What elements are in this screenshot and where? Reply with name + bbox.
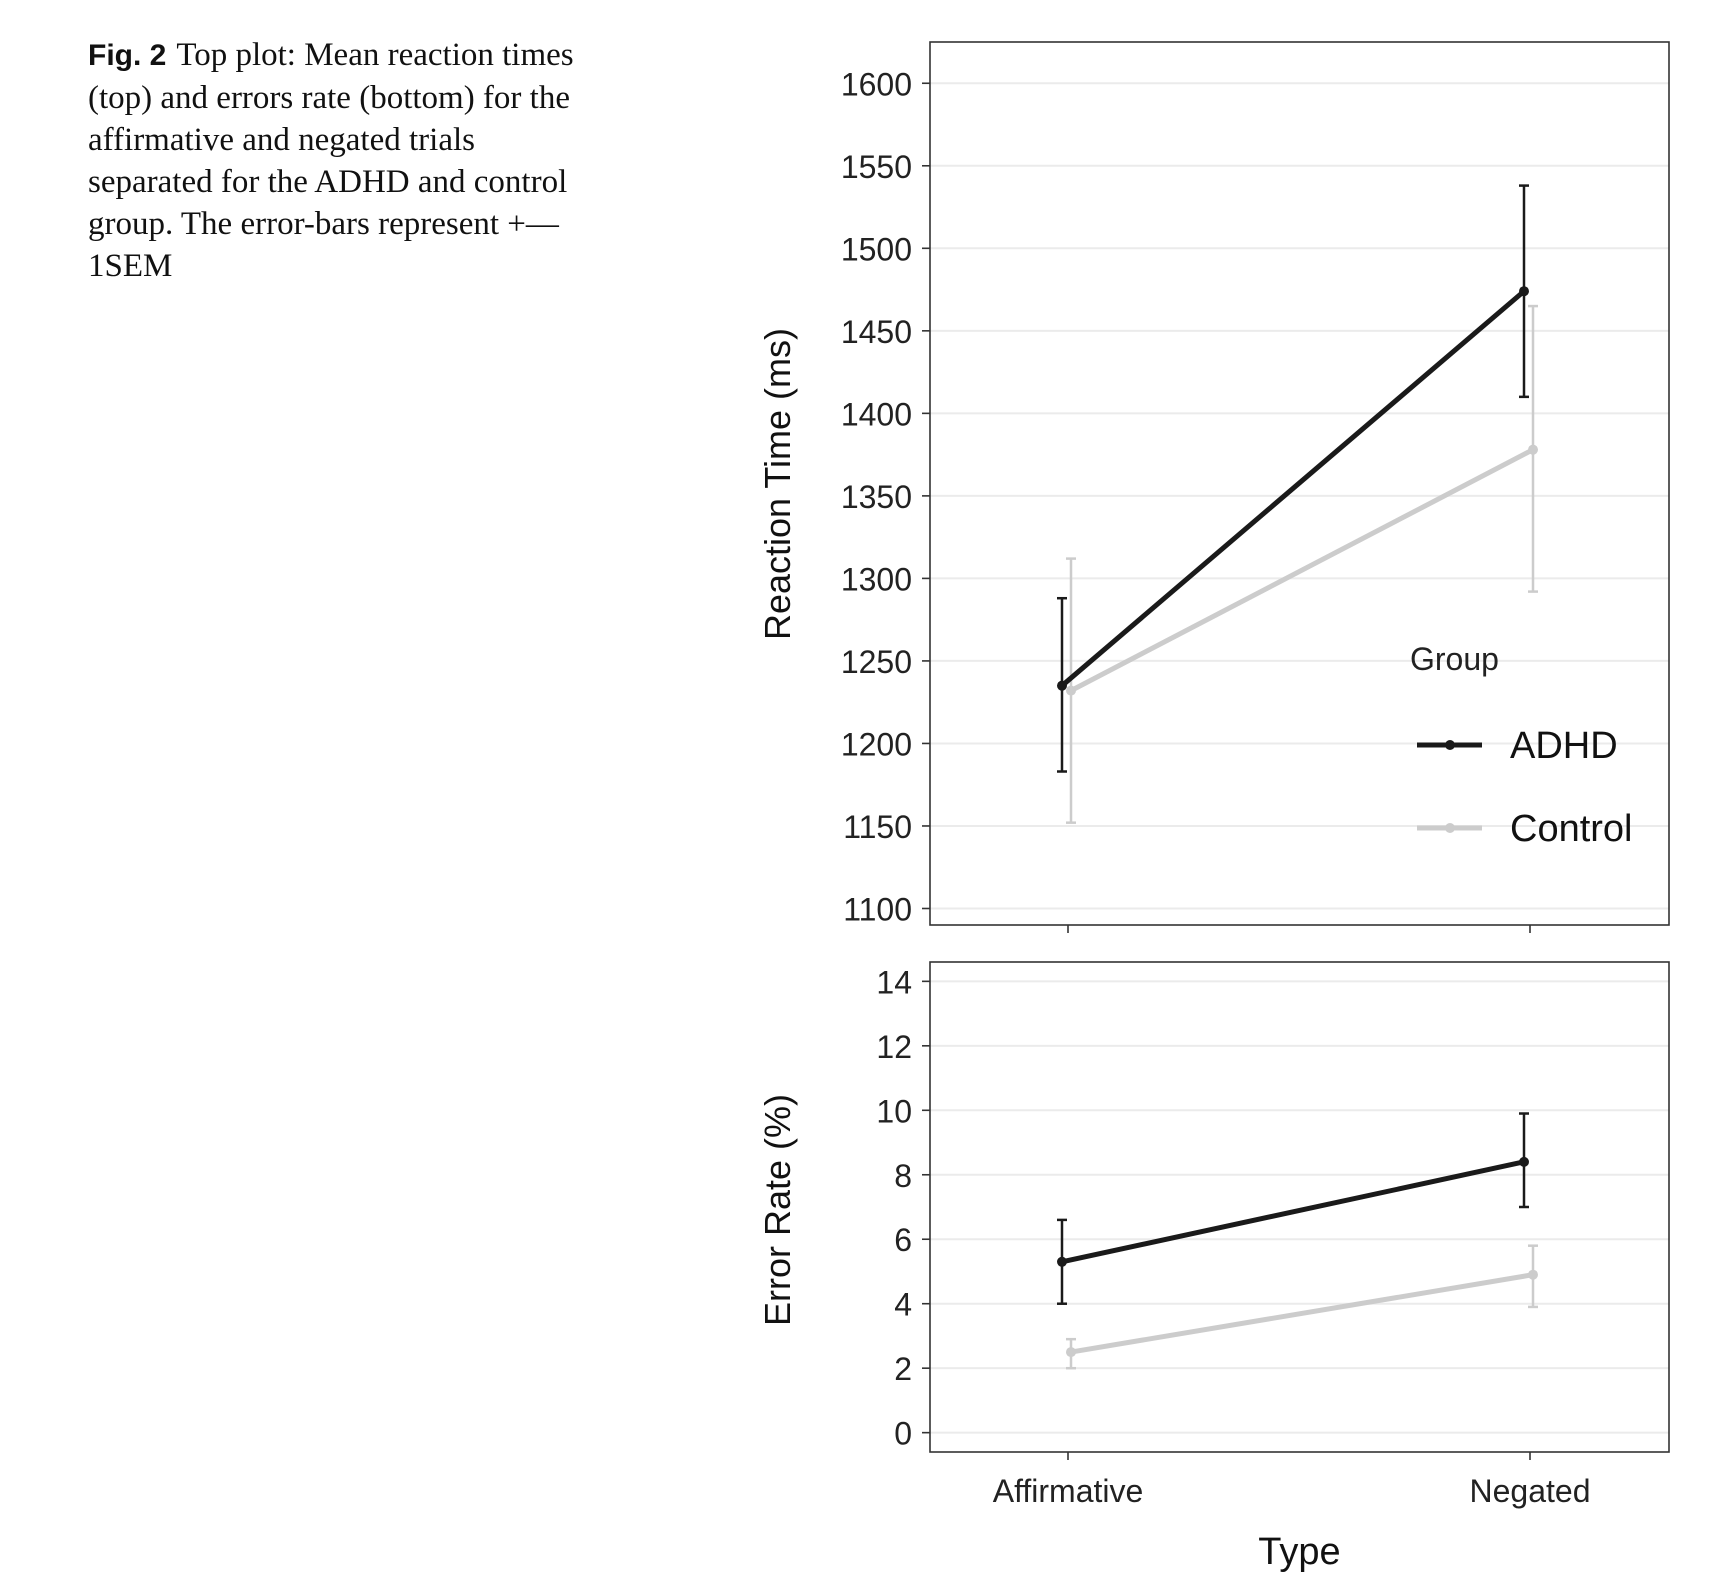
caption-text: Top plot: Mean reaction times (top) and … [88,37,574,284]
legend-label-control: Control [1510,808,1633,850]
data-point-control [1528,1269,1538,1280]
y-axis-label: Error Rate (%) [757,1094,798,1326]
legend-key-point-adhd [1445,740,1455,750]
x-tick-label: Negated [1470,1473,1591,1509]
legend-key-point-control [1445,823,1455,833]
y-tick-label: 1600 [841,66,912,102]
data-point-adhd [1057,680,1067,691]
y-tick-label: 1500 [841,231,912,267]
data-point-adhd [1057,1256,1067,1267]
y-tick-label: 1350 [841,479,912,515]
data-point-adhd [1519,1156,1529,1167]
panel-frame [929,961,1670,1453]
y-axis-label: Reaction Time (ms) [757,328,798,640]
y-tick-label: 0 [894,1416,912,1452]
data-point-control [1528,444,1538,455]
y-tick-label: 1400 [841,396,912,432]
y-tick-label: 8 [894,1158,912,1194]
data-point-control [1066,1347,1076,1358]
y-tick-label: 12 [876,1029,912,1065]
x-axis-label: Type [1258,1531,1340,1573]
y-tick-label: 14 [876,964,912,1000]
x-tick-label: Affirmative [993,1473,1144,1509]
y-tick-label: 6 [894,1222,912,1258]
panel-frame [929,41,1670,926]
data-point-adhd [1519,286,1529,297]
y-tick-label: 1550 [841,149,912,185]
y-tick-label: 1100 [843,891,912,927]
legend-label-adhd: ADHD [1510,725,1618,767]
y-tick-label: 1200 [841,726,912,762]
y-tick-label: 1150 [843,809,912,845]
y-tick-label: 1300 [841,561,912,597]
series-line-adhd [1061,1159,1525,1265]
series-line-control [1069,447,1535,693]
data-point-control [1066,685,1076,696]
series-line-adhd [1060,289,1526,688]
y-tick-label: 2 [894,1351,912,1387]
y-tick-label: 10 [876,1093,912,1129]
legend-title: Group [1410,641,1499,677]
series-line-control [1070,1272,1534,1355]
y-tick-label: 1450 [841,314,912,350]
y-tick-label: 4 [894,1287,912,1323]
y-tick-label: 1250 [841,644,912,680]
figure-caption: Fig. 2 Top plot: Mean reaction times (top… [88,34,588,287]
figure-label: Fig. 2 [88,39,167,72]
